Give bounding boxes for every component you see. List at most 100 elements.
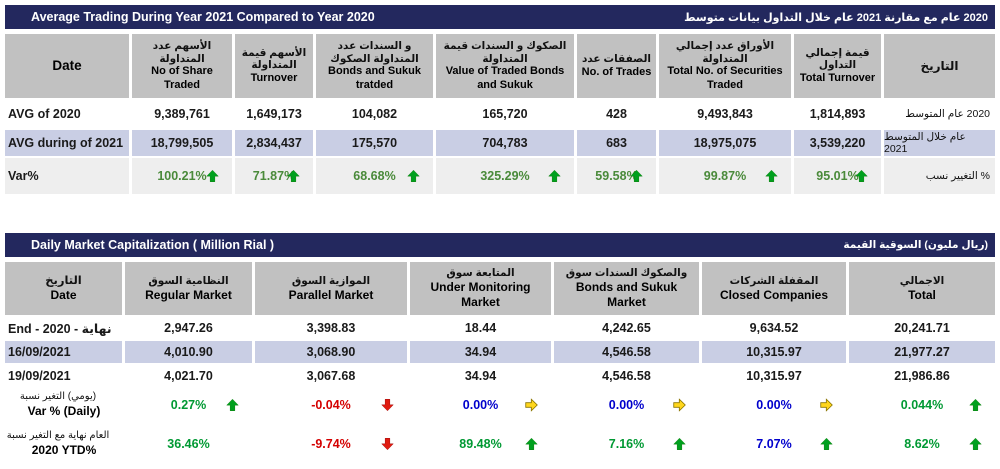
column-header-label: No. of Trades [581,65,652,78]
value-cell: 9,389,761 [154,107,210,121]
percent-value: 59.58% [595,169,638,183]
row-label-arabic: نسبة‎ التغير‎ (يومي) [19,391,97,403]
column-header-arabic: السوق‎ الموازية [291,274,371,287]
up-arrow-icon [407,169,420,183]
percent-value: 95.01% [816,169,859,183]
value-cell: 21,986.86 [894,369,950,383]
var-cell: -9.74% [255,423,407,465]
table2-title-en: Daily Market Capitalization ( Million Ri… [31,238,275,252]
value-cell: 3,398.83 [306,321,356,335]
right-arrow-icon [820,398,833,412]
column-header-label: Under Monitoring Market [430,280,531,309]
var-cell: 59.58% [577,158,656,194]
var-cell: 71.87% [235,158,313,194]
row-label: نسبة‎ التغير‎ مع‎ نهاية‎ العام 2020 YTD% [5,423,122,465]
column-header-label: Bonds and Sukuk tratded [328,65,421,91]
column-header-arabic: التاريخ [920,58,959,73]
percent-value: 0.00% [756,398,792,412]
value-cell: 175,570 [316,130,433,156]
column-header-label: Value of Traded Bonds and Sukuk [445,65,565,91]
value-cell: 704,783 [436,130,574,156]
up-arrow-icon [226,398,239,412]
column-header-label: Date [52,57,82,73]
column-header-label: Total No. of Securities Traded [667,65,783,91]
table2-header-parallel-market: السوق‎ الموازية Parallel Market [255,262,407,315]
value-cell: 34.94 [410,341,551,363]
table1-header-value-bonds-sukuk: قيمة‎ السندات‎ و‎ الصكوك‎ المتداولة Value… [436,34,574,98]
table1-header-date-arabic: التاريخ [884,34,995,98]
table2-header-closed-companies: الشركات‎ المقفلة Closed Companies [702,262,846,315]
percent-value: 36.46% [167,437,210,451]
value-cell: 18,799,505 [132,130,232,156]
up-arrow-icon [206,169,219,183]
market-cap-table: التاريخ Date السوق‎ النظامية Regular Marke… [5,262,995,465]
table1-header-shares-traded: عدد‎ الأسهم‎ المتداولة No of Share Traded [132,34,232,98]
value-cell: 10,315.97 [702,341,846,363]
row-label-arabic: نسب‎ التغيير‎ % [884,158,995,194]
column-header-arabic: قيمة‎ الأسهم‎ المتداولة [241,46,307,72]
table2-title-ar: القيمة‎ السوقية‎ (مليون‎ ريال) [843,239,988,251]
var-cell: 68.68% [316,158,433,194]
value-cell: 683 [577,130,656,156]
value-cell: 2,834,437 [235,130,313,156]
row-label: AVG of 2020 [8,107,81,121]
up-arrow-icon [969,398,982,412]
value-cell: 20,241.71 [894,321,950,335]
var-cell: 0.00% [410,389,551,421]
row-label: Var% [5,158,129,194]
var-cell: 0.00% [702,389,846,421]
var-cell: 100.21% [132,158,232,194]
var-cell: -0.04% [255,389,407,421]
table1-header-bonds-sukuk-traded: عدد‎ السندات‎ و‎ الصكوك‎ المتداولة Bonds … [316,34,433,98]
value-cell: 18,975,075 [659,130,791,156]
value-cell: 3,539,220 [794,130,881,156]
value-cell: 4,546.58 [554,341,699,363]
row-label: 19/09/2021 [8,369,71,383]
right-arrow-icon [673,398,686,412]
column-header-label: Date [50,288,77,303]
var-cell: 95.01% [794,158,881,194]
row-label-english: Var % (Daily) [27,403,101,418]
column-header-arabic: الشركات‎ المقفلة [729,274,819,287]
table1-title-bar: Average Trading During Year 2021 Compare… [5,5,995,29]
value-cell: 4,242.65 [602,321,651,335]
column-header-arabic: التاريخ [45,275,82,288]
var-cell: 0.044% [849,389,995,421]
column-header-arabic: عدد‎ الأسهم‎ المتداولة [152,39,212,65]
table1-title-en: Average Trading During Year 2021 Compare… [31,10,375,24]
value-cell: 104,082 [351,107,398,121]
value-cell: 4,546.58 [602,369,651,383]
value-cell: 10,315.97 [746,369,802,383]
percent-value: 71.87% [252,169,296,183]
table1-header-total-turnover: إجمالي‎ قيمة‎ التداول Total Turnover [794,34,881,98]
column-header-label: Total Turnover [799,72,876,85]
column-header-arabic: السوق‎ النظامية [148,274,229,287]
percent-value: 89.48% [459,437,502,451]
var-cell: 325.29% [436,158,574,194]
table1-header-total-securities: إجمالي‎ عدد‎ الأوراق‎ المتداولة Total No.… [659,34,791,98]
up-arrow-icon [820,437,833,451]
value-cell: 1,649,173 [246,107,302,121]
var-cell: 89.48% [410,423,551,465]
percent-value: 325.29% [480,169,530,183]
percent-value: -9.74% [311,437,351,451]
column-header-arabic: سوق‎ المتابعة [446,267,515,280]
percent-value: 0.00% [608,398,645,412]
var-cell: 8.62% [849,423,995,465]
percent-value: 8.62% [904,437,940,451]
column-header-arabic: عدد‎ السندات‎ و‎ الصكوك‎ المتداولة [330,39,419,65]
column-header-arabic: إجمالي‎ قيمة‎ التداول [805,46,870,72]
column-header-label: Turnover [250,72,298,85]
var-cell: 7.16% [554,423,699,465]
column-header-arabic: قيمة‎ السندات‎ و‎ الصكوك‎ المتداولة [443,39,567,65]
percent-value: 0.00% [462,398,499,412]
percent-value: 68.68% [353,169,396,183]
percent-value: 7.07% [756,437,792,451]
table2-title-bar: Daily Market Capitalization ( Million Ri… [5,233,995,257]
row-label: نسبة‎ التغير‎ (يومي) Var % (Daily) [5,389,122,421]
percent-value: 100.21% [157,169,207,183]
row-label-arabic: المتوسط‎ عام‎ 2020 [905,108,990,120]
up-arrow-icon [969,437,982,451]
var-cell: 0.00% [554,389,699,421]
